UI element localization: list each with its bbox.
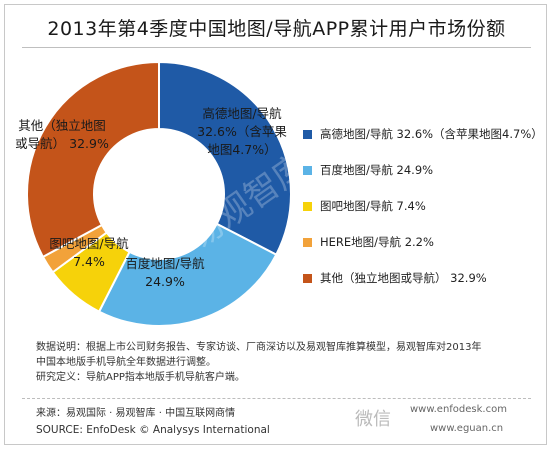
donut-chart: 易观智库高德地图/导航32.6%（含苹果地图4.7%）百度地图/导航24.9%图… xyxy=(15,60,316,327)
slice-label-2-line-0: 图吧地图/导航 xyxy=(49,236,129,251)
slice-label-2-line-1: 7.4% xyxy=(73,254,105,269)
slice-label-1-line-0: 百度地图/导航 xyxy=(125,256,205,271)
legend-label-1: 百度地图/导航 24.9% xyxy=(320,163,434,177)
slice-label-4-line-1: 或导航） 32.9% xyxy=(15,136,109,151)
legend-swatch-1 xyxy=(303,165,312,175)
legend-label-3: HERE地图/导航 2.2% xyxy=(320,235,434,249)
legend-item-3: HERE地图/导航 2.2% xyxy=(303,224,543,260)
source-cn: 来源：易观国际 · 易观智库 · 中国互联网商情 xyxy=(36,408,236,419)
legend-item-0: 高德地图/导航 32.6%（含苹果地图4.7%） xyxy=(303,116,543,152)
title-divider xyxy=(22,47,531,48)
chart-legend: 高德地图/导航 32.6%（含苹果地图4.7%） 百度地图/导航 24.9% 图吧地… xyxy=(303,116,543,296)
legend-label-4: 其他（独立地图或导航） 32.9% xyxy=(320,271,487,285)
legend-label-0: 高德地图/导航 32.6%（含苹果地图4.7%） xyxy=(320,127,543,141)
donut-slice-1 xyxy=(97,222,278,327)
donut-slice-4 xyxy=(26,60,160,259)
slice-label-4-line-0: 其他（独立地图 xyxy=(18,118,106,133)
slice-label-0-line-0: 高德地图/导航 xyxy=(202,106,282,121)
legend-swatch-0 xyxy=(303,129,312,139)
chart-title: 2013年第4季度中国地图/导航APP累计用户市场份额 xyxy=(47,18,506,40)
slice-label-0-line-1: 32.6%（含苹果 xyxy=(197,124,287,139)
note-line-2: 中国本地版手机导航全年数据进行调整。 xyxy=(36,357,216,368)
data-notes: 数据说明：根据上市公司财务报告、专家访谈、厂商深访以及易观智库推算模型，易观智库… xyxy=(36,340,481,385)
legend-item-2: 图吧地图/导航 7.4% xyxy=(303,188,543,224)
note-line-1: 数据说明：根据上市公司财务报告、专家访谈、厂商深访以及易观智库推算模型，易观智库… xyxy=(36,342,482,353)
slice-label-0-line-2: 地图4.7%） xyxy=(207,142,276,157)
wechat-watermark: 微信 xyxy=(355,409,391,430)
source-block: 来源：易观国际 · 易观智库 · 中国互联网商情 SOURCE: EnfoDes… xyxy=(36,405,270,439)
source-divider xyxy=(22,398,531,399)
watermark-url-eguan: www.eguan.cn xyxy=(430,423,504,434)
legend-label-2: 图吧地图/导航 7.4% xyxy=(320,199,426,213)
source-en: SOURCE: EnfoDesk © Analysys Internationa… xyxy=(36,424,270,436)
donut-slice-0 xyxy=(158,60,292,257)
slice-label-1-line-1: 24.9% xyxy=(145,274,185,289)
legend-swatch-2 xyxy=(303,201,312,211)
watermark-url-enfodesk: www.enfodesk.com xyxy=(410,404,507,415)
legend-swatch-4 xyxy=(303,273,312,283)
note-line-3: 研究定义：导航APP指本地版手机导航客户端。 xyxy=(36,372,245,383)
legend-item-4: 其他（独立地图或导航） 32.9% xyxy=(303,260,543,296)
legend-item-1: 百度地图/导航 24.9% xyxy=(303,152,543,188)
legend-swatch-3 xyxy=(303,237,312,247)
